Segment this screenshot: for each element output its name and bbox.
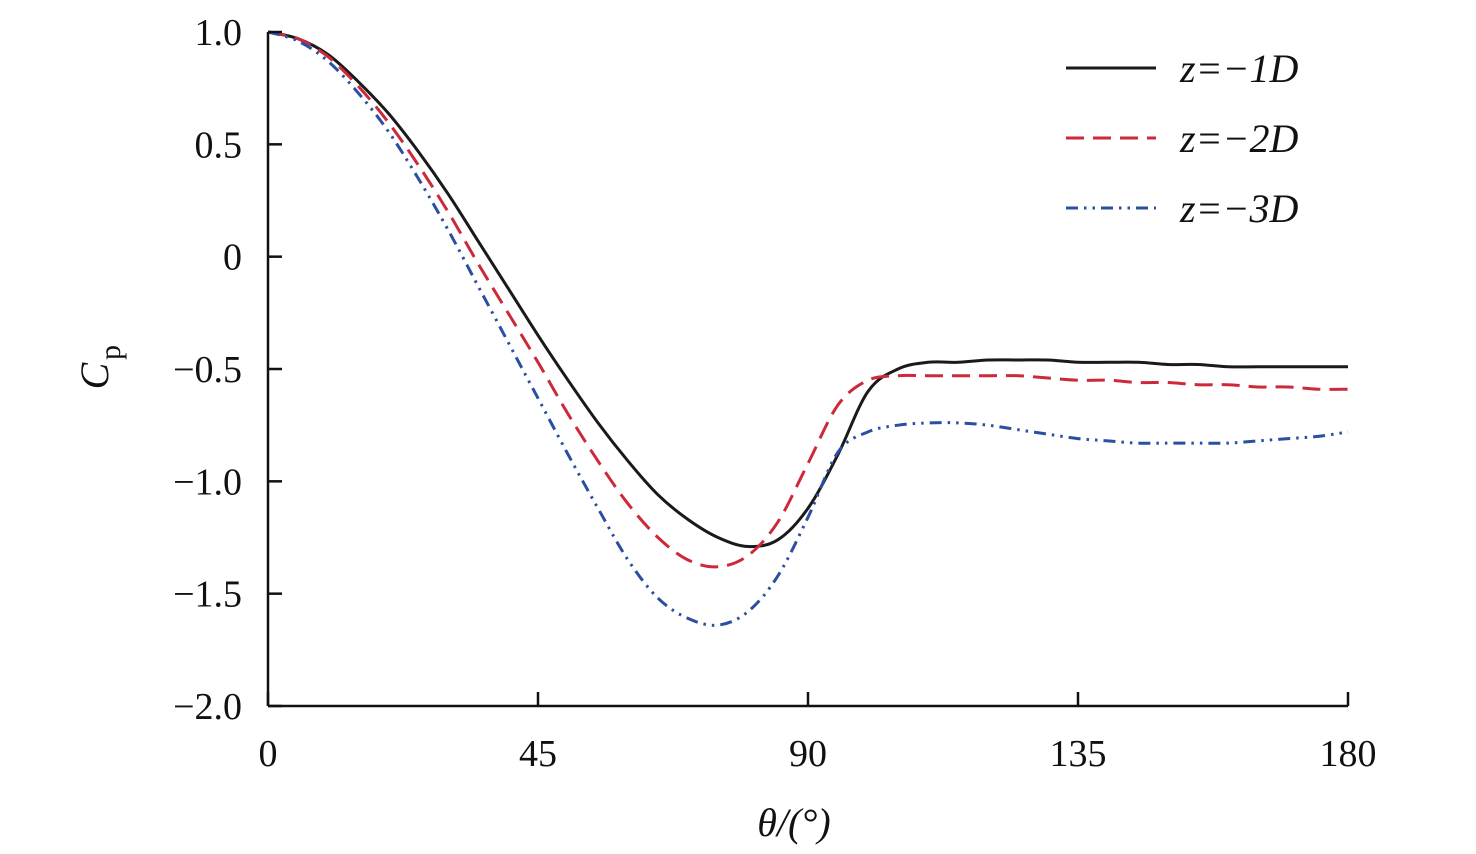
y-axis-label: C p (72, 345, 127, 389)
legend: z=−1D z=−2D z=−3D (1066, 46, 1299, 231)
x-axis-label: θ/(°) (757, 800, 830, 845)
y-tick-label: −1.0 (173, 461, 242, 503)
series-line-3 (267, 30, 1349, 627)
y-ticks: 1.0 0.5 0 −0.5 −1.0 −1.5 −2.0 (173, 12, 282, 728)
y-axis-label-subscript: p (94, 345, 127, 360)
x-tick-label: 180 (1320, 733, 1377, 775)
series-line-2 (267, 30, 1349, 569)
x-tick-label: 90 (789, 733, 827, 775)
y-tick-label: 0.5 (195, 124, 243, 166)
series-layer (267, 30, 1349, 627)
legend-label-1: z=−1D (1179, 46, 1299, 91)
x-tick-label: 45 (519, 733, 557, 775)
y-axis-label-main: C (72, 361, 117, 389)
x-tick-label: 135 (1050, 733, 1107, 775)
y-tick-label: −1.5 (173, 574, 242, 616)
y-tick-label: −2.0 (173, 686, 242, 728)
legend-label-2: z=−2D (1179, 116, 1299, 161)
legend-label-3: z=−3D (1179, 186, 1299, 231)
y-tick-label: −0.5 (173, 349, 242, 391)
x-tick-label: 0 (259, 733, 278, 775)
y-tick-label: 1.0 (195, 12, 243, 54)
x-ticks: 0 45 90 135 180 (259, 692, 1377, 775)
plot-area: 1.0 0.5 0 −0.5 −1.0 −1.5 −2.0 0 45 90 135 180 (173, 12, 1376, 775)
series-line-1 (267, 30, 1348, 549)
y-tick-label: 0 (223, 237, 242, 279)
